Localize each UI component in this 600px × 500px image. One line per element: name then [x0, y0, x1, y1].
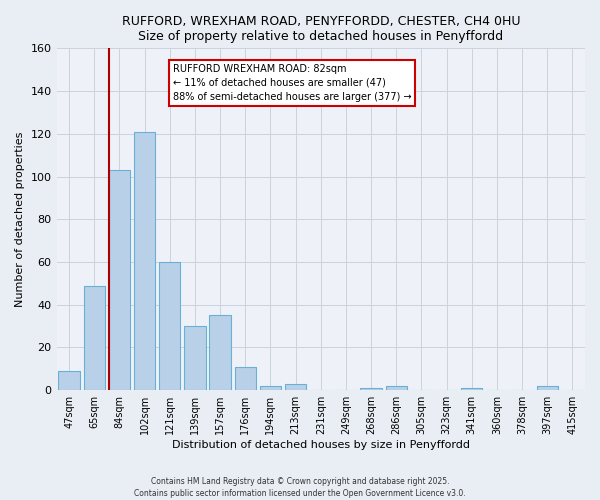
Bar [235, 366, 256, 390]
X-axis label: Distribution of detached houses by size in Penyffordd: Distribution of detached houses by size … [172, 440, 470, 450]
Y-axis label: Number of detached properties: Number of detached properties [15, 132, 25, 307]
Bar [83, 286, 105, 390]
Bar [209, 316, 231, 390]
Bar [461, 388, 482, 390]
Bar [134, 132, 155, 390]
Bar [536, 386, 558, 390]
Text: RUFFORD WREXHAM ROAD: 82sqm
← 11% of detached houses are smaller (47)
88% of sem: RUFFORD WREXHAM ROAD: 82sqm ← 11% of det… [173, 64, 412, 102]
Title: RUFFORD, WREXHAM ROAD, PENYFFORDD, CHESTER, CH4 0HU
Size of property relative to: RUFFORD, WREXHAM ROAD, PENYFFORDD, CHEST… [122, 15, 520, 43]
Bar [58, 371, 80, 390]
Bar [386, 386, 407, 390]
Text: Contains HM Land Registry data © Crown copyright and database right 2025.
Contai: Contains HM Land Registry data © Crown c… [134, 476, 466, 498]
Bar [260, 386, 281, 390]
Bar [285, 384, 307, 390]
Bar [109, 170, 130, 390]
Bar [184, 326, 206, 390]
Bar [159, 262, 181, 390]
Bar [361, 388, 382, 390]
